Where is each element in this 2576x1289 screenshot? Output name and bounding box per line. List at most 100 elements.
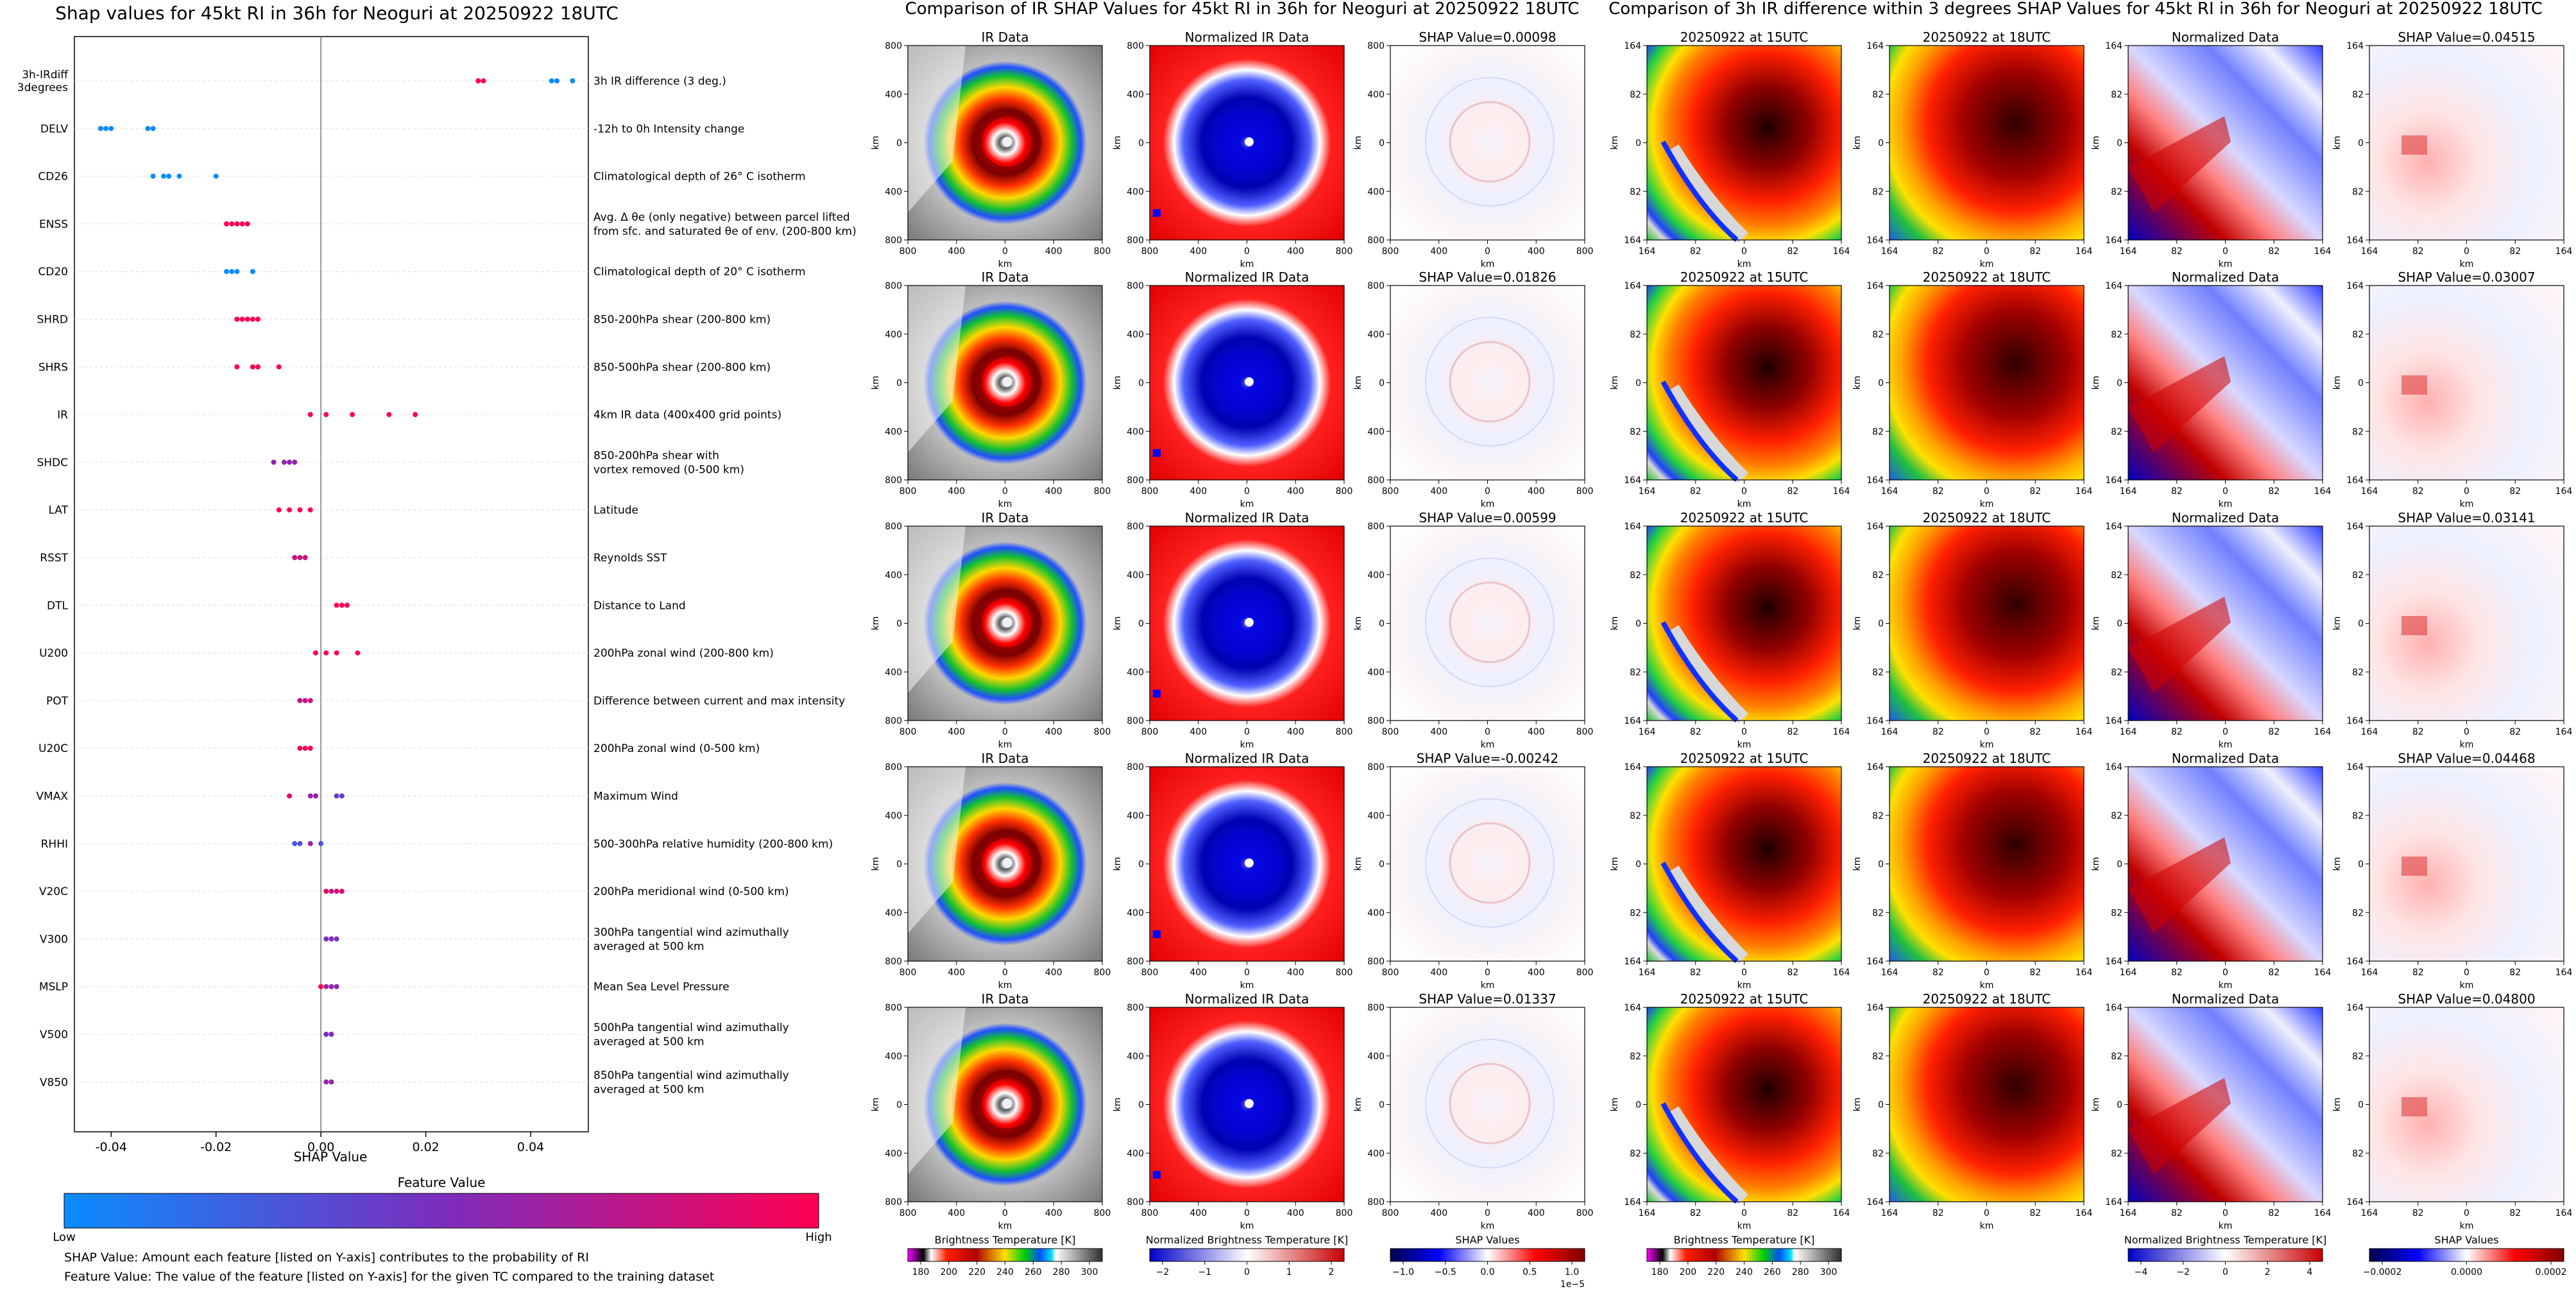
panel-image	[1889, 767, 2084, 961]
panel-tick-label: 164	[1866, 475, 1884, 486]
panel-axis-label: km	[1737, 1221, 1752, 1231]
panel-tick-label: 82	[2029, 727, 2041, 737]
image-panel: SHAP Value=-0.00242800800400400004004008…	[1353, 751, 1593, 991]
panel-tick-label: 0	[1741, 246, 1747, 257]
image-panel: 20250922 at 18UTC1641648282008282164164k…	[1852, 269, 2092, 509]
panel-tick-label: 82	[2111, 330, 2122, 340]
panel-tick-label: 82	[1932, 727, 1944, 737]
shap-point	[234, 221, 240, 226]
panel-tick-label: 82	[2352, 330, 2364, 340]
panel-tick-label: 82	[2111, 90, 2122, 100]
image-panel: SHAP Value=0.030071641648282008282164164…	[2332, 269, 2572, 509]
panel-tick-label: 0	[1244, 1208, 1250, 1218]
colorbar-tick-label: 200	[1679, 1267, 1696, 1277]
image-panel: SHAP Value=0.045151641648282008282164164…	[2332, 30, 2572, 269]
panel-title: 20250922 at 18UTC	[1923, 30, 2051, 45]
panel-tick-label: 0	[1244, 246, 1250, 257]
panel-axis-label: km	[1240, 499, 1254, 509]
panel-tick-label: 800	[1367, 1197, 1385, 1208]
panel-axis-label: km	[2219, 259, 2233, 269]
panel-title: 20250922 at 18UTC	[1923, 751, 2051, 766]
panel-tick-label: 164	[1624, 1003, 1641, 1013]
panel-tick-label: 164	[2555, 1208, 2573, 1218]
panel-tick-label: 800	[1367, 41, 1385, 51]
panel-tick-label: 800	[885, 475, 902, 486]
ir-comparison-title: Comparison of IR SHAP Values for 45kt RI…	[905, 0, 1580, 19]
image-panel: Normalized Data1641648282008282164164kmk…	[2091, 751, 2331, 991]
panel-tick-label: 82	[1630, 330, 1641, 340]
feature-name: MSLP	[39, 981, 68, 994]
panel-tick-label: 800	[1127, 1197, 1144, 1208]
feature-description: Latitude	[593, 504, 638, 517]
panel-tick-label: 400	[1127, 187, 1144, 197]
panel-tick-label: 164	[1866, 41, 1884, 51]
panel-tick-label: 82	[1932, 246, 1944, 257]
feature-description: Climatological depth of 26° C isotherm	[593, 171, 806, 184]
panel-tick-label: 164	[2076, 246, 2093, 257]
shap-point	[234, 269, 240, 275]
panel-axis-label: km	[2332, 136, 2342, 150]
shap-point	[323, 650, 329, 656]
shap-value-note: SHAP Value: Amount each feature [listed …	[64, 1251, 589, 1265]
panel-tick-label: 82	[1630, 1148, 1641, 1159]
shap-point	[323, 1079, 329, 1085]
panel-tick-label: 164	[2346, 1003, 2364, 1013]
colorbar-tick-label: −0.5	[1435, 1267, 1456, 1277]
colorbar-tick-label: 0.5	[1523, 1267, 1537, 1277]
panel-tick-label: 164	[1624, 281, 1641, 291]
feature-name: VMAX	[36, 790, 68, 803]
panel-axis-label: km	[998, 499, 1012, 509]
panel-tick-label: 164	[1881, 727, 1898, 737]
panel-tick-label: 164	[2346, 522, 2364, 532]
panel-title: IR Data	[982, 30, 1029, 45]
panel-tick-label: 800	[1367, 281, 1385, 291]
panel-tick-label: 0	[1635, 1100, 1641, 1111]
panel-tick-label: 0	[2358, 860, 2364, 870]
image-panel: 20250922 at 18UTC1641648282008282164164k…	[1852, 751, 2092, 991]
panel-tick-label: 82	[2509, 1208, 2521, 1218]
feature-description: 4km IR data (400x400 grid points)	[593, 409, 781, 422]
panel-axis-label: km	[1980, 980, 1994, 991]
panel-axis-label: km	[871, 376, 881, 390]
panel-tick-label: 800	[1576, 727, 1594, 737]
panel-tick-label: 82	[2268, 486, 2280, 497]
panel-tick-label: 0	[1485, 486, 1490, 497]
image-panel: SHAP Value=0.048001641648282008282164164…	[2332, 991, 2572, 1231]
colorbar: Normalized Brightness Temperature [K] −4 −…	[2124, 1234, 2327, 1277]
feature-name: POT	[46, 695, 69, 708]
panel-tick-label: 164	[2105, 1003, 2122, 1013]
colorbar-tick-label: 1.0	[1565, 1267, 1579, 1277]
panel-title: SHAP Value=0.00098	[1419, 30, 1556, 45]
panel-tick-label: 0	[1138, 619, 1144, 629]
panel-tick-label: 800	[885, 1197, 902, 1208]
panel-tick-label: 400	[1367, 1148, 1385, 1159]
panel-tick-label: 82	[1787, 727, 1798, 737]
panel-tick-label: 82	[1787, 968, 1798, 978]
shap-point	[307, 412, 313, 418]
panel-tick-label: 82	[2029, 1208, 2041, 1218]
colorbar-tick-label: 260	[1025, 1267, 1042, 1277]
panel-axis-label: km	[1353, 857, 1363, 871]
panel-tick-label: 164	[2361, 968, 2378, 978]
panel-tick-label: 800	[885, 41, 902, 51]
panel-tick-label: 800	[1576, 1208, 1594, 1218]
panel-tick-label: 0	[1485, 968, 1490, 978]
panel-tick-label: 800	[1336, 968, 1353, 978]
panel-tick-label: 82	[2171, 1208, 2183, 1218]
panel-tick-label: 800	[1141, 246, 1159, 257]
panel-tick-label: 0	[2464, 486, 2469, 497]
panel-image	[2369, 46, 2564, 240]
panel-tick-label: 800	[1141, 486, 1159, 497]
panel-tick-label: 164	[2120, 968, 2137, 978]
panel-image	[1390, 526, 1585, 721]
beeswarm-plot-area	[74, 36, 589, 1132]
panel-tick-label: 164	[2555, 727, 2573, 737]
panel-title: SHAP Value=0.01337	[1419, 991, 1556, 1007]
shap-point	[244, 316, 250, 322]
panel-title: 20250922 at 15UTC	[1680, 510, 1809, 525]
x-tick-label: -0.02	[200, 1140, 232, 1154]
panel-tick-label: 0	[2117, 619, 2122, 629]
panel-image	[1889, 286, 2084, 480]
panel-tick-label: 400	[1190, 968, 1207, 978]
